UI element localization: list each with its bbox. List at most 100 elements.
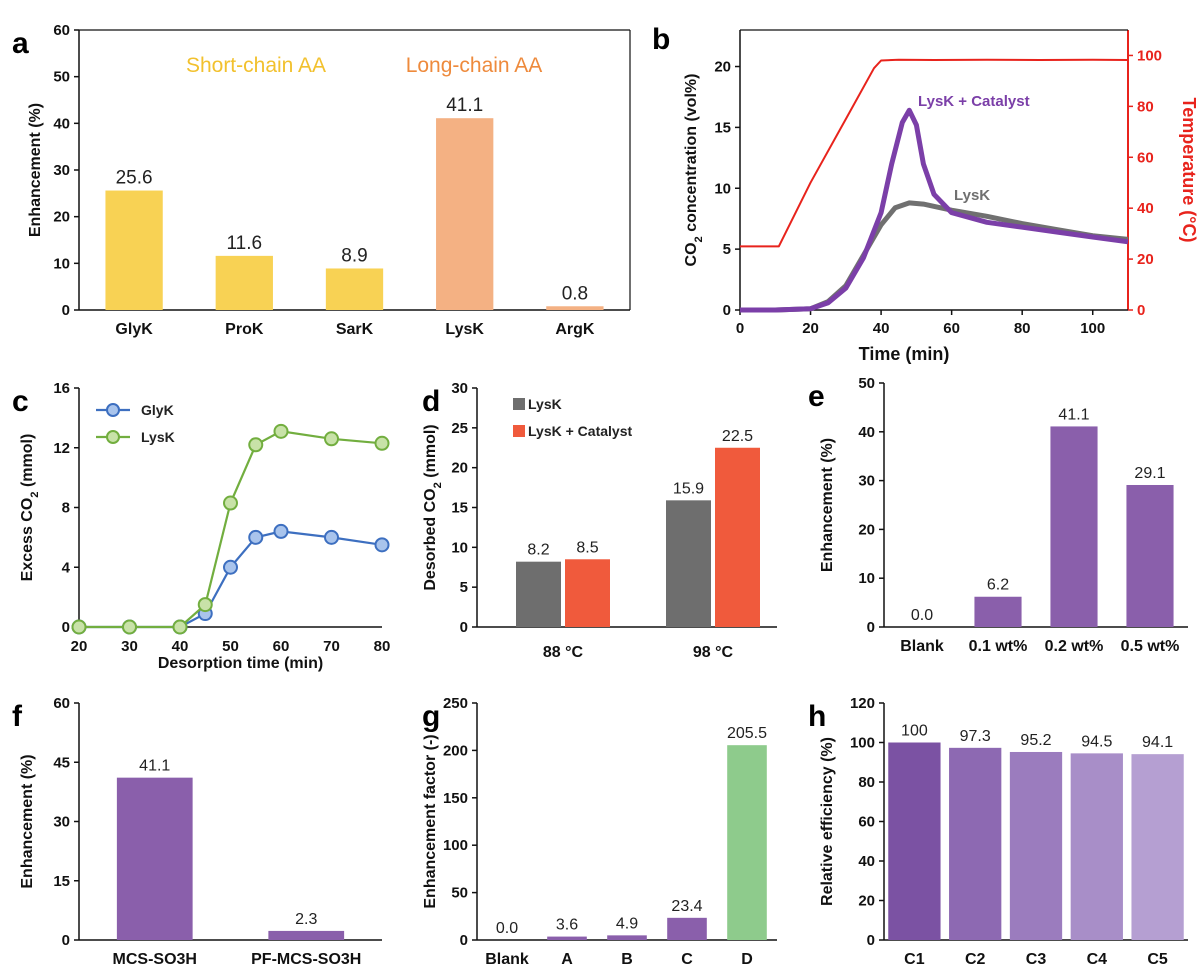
data-label-g-2: 4.9 bbox=[616, 915, 638, 932]
legend-marker-c-0 bbox=[106, 403, 120, 417]
panel-a-y-tick-label: 50 bbox=[53, 69, 70, 86]
panel-a-y-tick-label: 0 bbox=[62, 302, 70, 319]
panel-f-y-tick-label: 0 bbox=[62, 932, 70, 949]
x-tick-label-e-1: 0.1 wt% bbox=[969, 638, 1028, 655]
panel-b-y-tick-label: 15 bbox=[714, 119, 731, 136]
panel-g-y-tick-label: 50 bbox=[451, 885, 468, 902]
data-label-e-1: 6.2 bbox=[987, 577, 1009, 594]
bar-g-4 bbox=[727, 745, 767, 940]
panel-c-x-axis-title: Desorption time (min) bbox=[158, 655, 323, 672]
data-label-f-1: 2.3 bbox=[295, 911, 317, 928]
series-line-b-0 bbox=[740, 58, 1129, 248]
chart-panel-g: 0 50 100 150 200 250 Enhancement factor (-) 0.0… bbox=[422, 695, 777, 968]
data-point-c-0-8 bbox=[374, 537, 390, 553]
panel-d-y-axis-title: Desorbed CO2 (mmol) bbox=[422, 424, 444, 590]
panel-g-y-tick-label: 150 bbox=[443, 790, 468, 807]
panel-b-x-axis-title: Time (min) bbox=[859, 344, 950, 364]
panel-c-x-tick-label: 50 bbox=[222, 638, 239, 655]
panel-a-y-tick-label: 20 bbox=[53, 209, 70, 226]
panel-c-y-tick-label: 4 bbox=[62, 559, 71, 576]
panel-b-x-tick-label: 80 bbox=[1014, 320, 1031, 337]
panel-c-y-tick-label: 0 bbox=[62, 619, 70, 636]
panel-b-x-tick-label: 40 bbox=[873, 320, 890, 337]
panel-b-x-tick-label: 100 bbox=[1080, 320, 1105, 337]
data-label-h-0: 100 bbox=[901, 723, 928, 740]
bar-d-0-0 bbox=[516, 561, 561, 627]
panel-c-x-tick-label: 70 bbox=[323, 638, 340, 655]
data-point-c-1-8 bbox=[374, 435, 390, 451]
legend-swatch-d-0 bbox=[513, 398, 525, 410]
data-label-e-3: 29.1 bbox=[1134, 465, 1165, 482]
panel-b-right-tick-label: 40 bbox=[1137, 200, 1154, 217]
x-tick-label-h-4: C5 bbox=[1147, 951, 1168, 968]
panel-f-y-axis-title: Enhancement (%) bbox=[19, 754, 36, 888]
annotation-long-chain: Long-chain AA bbox=[406, 54, 543, 77]
chart-panel-f: 0 15 30 45 60 Enhancement (%) 41.1 MCS-SO3H 2.3 P… bbox=[19, 695, 382, 968]
panel-f-y-tick-label: 45 bbox=[53, 754, 70, 771]
x-tick-label-e-2: 0.2 wt% bbox=[1045, 638, 1104, 655]
panel-label-f: f bbox=[12, 700, 23, 733]
bar-g-3 bbox=[667, 917, 707, 940]
panel-label-h: h bbox=[808, 700, 826, 733]
data-label-a-4: 0.8 bbox=[562, 283, 588, 304]
panel-g-y-tick-label: 200 bbox=[443, 742, 468, 759]
panel-a-y-tick-label: 40 bbox=[53, 115, 70, 132]
legend-marker-c-1 bbox=[106, 430, 120, 444]
panel-g-y-tick-label: 100 bbox=[443, 837, 468, 854]
panel-d-y-tick-label: 15 bbox=[451, 500, 468, 517]
x-tick-label-g-1: A bbox=[561, 951, 573, 968]
data-point-c-1-2 bbox=[172, 619, 188, 635]
data-label-e-2: 41.1 bbox=[1058, 406, 1089, 423]
panel-d-y-tick-label: 5 bbox=[460, 579, 468, 596]
x-tick-label-h-2: C3 bbox=[1026, 951, 1047, 968]
x-tick-label-f-0: MCS-SO3H bbox=[113, 951, 197, 968]
chart-panel-c: 0 4 8 12 16 Excess CO2 (mmol) 20 30 40 50 60 70 80 De… bbox=[19, 380, 390, 672]
panel-label-b: b bbox=[652, 23, 670, 56]
panel-c-y-tick-label: 16 bbox=[53, 380, 70, 397]
panel-c-x-tick-label: 20 bbox=[71, 638, 88, 655]
panel-f-y-tick-label: 30 bbox=[53, 814, 70, 831]
data-label-a-3: 41.1 bbox=[446, 95, 483, 116]
legend-label-d-1: LysK + Catalyst bbox=[528, 423, 632, 439]
panel-label-d: d bbox=[422, 385, 440, 418]
data-point-c-0-4 bbox=[223, 559, 238, 575]
panel-a-y-tick-label: 60 bbox=[53, 22, 70, 39]
data-label-d-0-0: 8.2 bbox=[527, 542, 549, 559]
panel-b-y-tick-label: 20 bbox=[714, 59, 731, 76]
data-point-c-1-7 bbox=[324, 431, 339, 447]
bar-e-3 bbox=[1126, 484, 1174, 627]
panel-a-y-axis-title: Enhancement (%) bbox=[27, 103, 44, 237]
x-tick-label-d-1: 98 °C bbox=[693, 644, 734, 661]
bar-a-0 bbox=[105, 190, 163, 310]
panel-a-y-tick-label: 10 bbox=[53, 255, 70, 272]
bar-a-2 bbox=[325, 268, 384, 310]
x-tick-label-a-3: LysK bbox=[445, 321, 484, 338]
data-label-h-4: 94.1 bbox=[1142, 734, 1173, 751]
bar-d-1-1 bbox=[715, 447, 760, 627]
chart-panel-e: 0 10 20 30 40 50 Enhancement (%) 0.0 Blank 6.2 0.1… bbox=[819, 375, 1188, 655]
panel-h-y-tick-label: 60 bbox=[858, 814, 875, 831]
legend-label-d-0: LysK bbox=[528, 396, 562, 412]
bar-d-1-0 bbox=[666, 500, 711, 627]
panel-g-y-tick-label: 250 bbox=[443, 695, 468, 712]
panel-c-x-tick-label: 60 bbox=[273, 638, 290, 655]
panel-e-y-tick-label: 10 bbox=[858, 570, 875, 587]
series-line-c-1 bbox=[79, 430, 383, 629]
data-label-g-4: 205.5 bbox=[727, 725, 767, 742]
panel-d-y-tick-label: 30 bbox=[451, 380, 468, 397]
panel-d-y-tick-label: 10 bbox=[451, 539, 468, 556]
annotation-short-chain: Short-chain AA bbox=[186, 54, 326, 77]
data-label-g-3: 23.4 bbox=[671, 898, 702, 915]
panel-b-right-axis-title: Temperature (°C) bbox=[1179, 98, 1199, 243]
panel-c-x-tick-label: 80 bbox=[374, 638, 391, 655]
bar-h-3 bbox=[1070, 753, 1123, 940]
data-label-e-0: 0.0 bbox=[911, 607, 933, 624]
panel-b-y-axis-title: CO2 concentration (vol%) bbox=[683, 74, 705, 267]
panel-e-y-axis-title: Enhancement (%) bbox=[819, 438, 836, 572]
panel-e-y-tick-label: 30 bbox=[858, 473, 875, 490]
chart-panel-d: 0 5 10 15 20 25 30 Desorbed CO2 (mmol) 8.2 8.5 88 … bbox=[422, 380, 777, 661]
x-tick-label-g-4: D bbox=[741, 951, 753, 968]
data-label-g-1: 3.6 bbox=[556, 917, 578, 934]
x-tick-label-h-1: C2 bbox=[965, 951, 986, 968]
chart-panel-b: 0 5 10 15 20 CO2 concentration (vol%) 0 20 40 60 8… bbox=[683, 29, 1199, 364]
